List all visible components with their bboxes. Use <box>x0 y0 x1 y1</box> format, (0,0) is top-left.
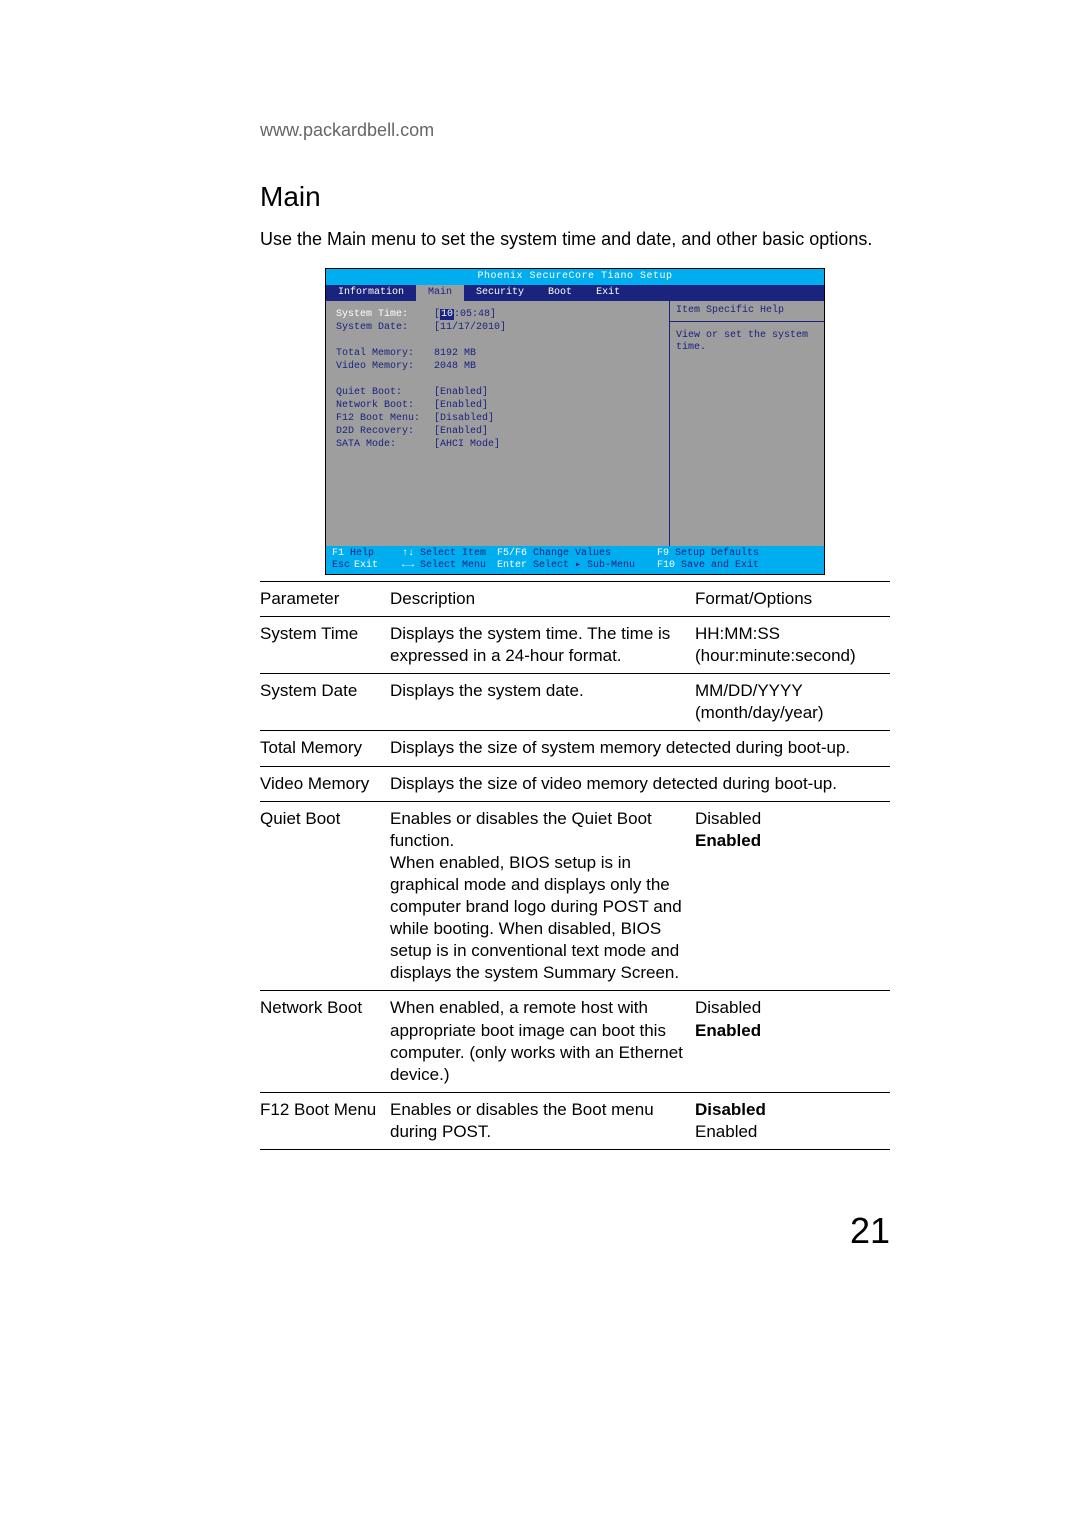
cell-param: F12 Boot Menu <box>260 1092 390 1149</box>
cell-param: Quiet Boot <box>260 801 390 991</box>
cell-desc: Displays the size of system memory detec… <box>390 731 890 766</box>
label-video-memory: Video Memory: <box>336 361 420 374</box>
key-esc: Esc <box>332 560 350 572</box>
table-row: Total Memory Displays the size of system… <box>260 731 890 766</box>
key-f5f6: F5/F6 <box>497 548 527 560</box>
label-system-time: System Time: <box>336 309 420 322</box>
cell-opt: Disabled Enabled <box>695 801 890 991</box>
action-save-exit: Save and Exit <box>681 560 759 572</box>
key-f10: F10 <box>657 560 675 572</box>
head-options: Format/Options <box>695 582 890 617</box>
value-d2d[interactable]: [Enabled] <box>434 426 506 439</box>
cell-param: Network Boot <box>260 991 390 1092</box>
bios-tab-security[interactable]: Security <box>464 285 536 301</box>
cell-param: Total Memory <box>260 731 390 766</box>
label-total-memory: Total Memory: <box>336 348 420 361</box>
table-row: F12 Boot Menu Enables or disables the Bo… <box>260 1092 890 1149</box>
intro-text: Use the Main menu to set the system time… <box>260 229 890 250</box>
table-row: Quiet Boot Enables or disables the Quiet… <box>260 801 890 991</box>
action-submenu: Select ▸ Sub-Menu <box>533 560 635 572</box>
label-quiet-boot: Quiet Boot: <box>336 387 420 400</box>
bios-help-title: Item Specific Help <box>670 301 824 322</box>
bios-tab-exit[interactable]: Exit <box>584 285 632 301</box>
action-change-values: Change Values <box>533 548 611 560</box>
bios-help-panel: Item Specific Help View or set the syste… <box>669 301 824 546</box>
value-system-date[interactable]: [11/17/2010] <box>434 322 506 335</box>
key-updown: ↑↓ <box>402 548 414 560</box>
table-row: Network Boot When enabled, a remote host… <box>260 991 890 1092</box>
bios-main-panel: System Time: System Date: Total Memory: … <box>326 301 669 546</box>
value-f12[interactable]: [Disabled] <box>434 413 506 426</box>
cell-opt: Disabled Enabled <box>695 1092 890 1149</box>
head-description: Description <box>390 582 695 617</box>
action-select-item: Select Item <box>420 548 486 560</box>
value-total-memory: 8192 MB <box>434 348 506 361</box>
parameter-table: Parameter Description Format/Options Sys… <box>260 581 890 1150</box>
header-url: www.packardbell.com <box>260 120 890 141</box>
cell-desc: Displays the system time. The time is ex… <box>390 617 695 674</box>
bios-title: Phoenix SecureCore Tiano Setup <box>326 269 824 285</box>
bios-tab-boot[interactable]: Boot <box>536 285 584 301</box>
value-network-boot[interactable]: [Enabled] <box>434 400 506 413</box>
label-system-date: System Date: <box>336 322 420 335</box>
key-leftright: ←→ <box>402 560 414 572</box>
table-head: Parameter Description Format/Options <box>260 582 890 617</box>
value-sata[interactable]: [AHCI Mode] <box>434 439 506 452</box>
head-parameter: Parameter <box>260 582 390 617</box>
cell-opt: HH:MM:SS (hour:minute:second) <box>695 617 890 674</box>
label-d2d: D2D Recovery: <box>336 426 420 439</box>
cell-desc: Displays the system date. <box>390 674 695 731</box>
bios-tab-information[interactable]: Information <box>326 285 416 301</box>
cell-desc: Enables or disables the Quiet Boot funct… <box>390 801 695 991</box>
value-quiet-boot[interactable]: [Enabled] <box>434 387 506 400</box>
cell-desc: Displays the size of video memory detect… <box>390 766 890 801</box>
cell-param: System Time <box>260 617 390 674</box>
action-defaults: Setup Defaults <box>675 548 759 560</box>
section-title: Main <box>260 181 890 213</box>
cell-desc: Enables or disables the Boot menu during… <box>390 1092 695 1149</box>
action-exit: Exit <box>354 560 378 572</box>
value-system-time[interactable]: [10:05:48] <box>434 309 506 322</box>
key-f1: F1 <box>332 548 344 560</box>
cell-opt: Disabled Enabled <box>695 991 890 1092</box>
bios-help-body: View or set the system time. <box>670 322 824 546</box>
label-sata: SATA Mode: <box>336 439 420 452</box>
label-f12: F12 Boot Menu: <box>336 413 420 426</box>
key-f9: F9 <box>657 548 669 560</box>
table-row: Video Memory Displays the size of video … <box>260 766 890 801</box>
action-help: Help <box>350 548 374 560</box>
action-select-menu: Select Menu <box>420 560 486 572</box>
cell-opt: MM/DD/YYYY (month/day/year) <box>695 674 890 731</box>
table-row: System Date Displays the system date. MM… <box>260 674 890 731</box>
bios-tabs: Information Main Security Boot Exit <box>326 285 824 301</box>
bios-footer: F1Help ↑↓Select Item F5/F6Change Values … <box>326 546 824 574</box>
bios-screenshot: Phoenix SecureCore Tiano Setup Informati… <box>325 268 825 575</box>
table-row: System Time Displays the system time. Th… <box>260 617 890 674</box>
cell-desc: When enabled, a remote host with appropr… <box>390 991 695 1092</box>
bios-tab-main[interactable]: Main <box>416 285 464 301</box>
cell-param: System Date <box>260 674 390 731</box>
key-enter: Enter <box>497 560 527 572</box>
cell-param: Video Memory <box>260 766 390 801</box>
page-number: 21 <box>850 1210 890 1252</box>
label-network-boot: Network Boot: <box>336 400 420 413</box>
value-video-memory: 2048 MB <box>434 361 506 374</box>
